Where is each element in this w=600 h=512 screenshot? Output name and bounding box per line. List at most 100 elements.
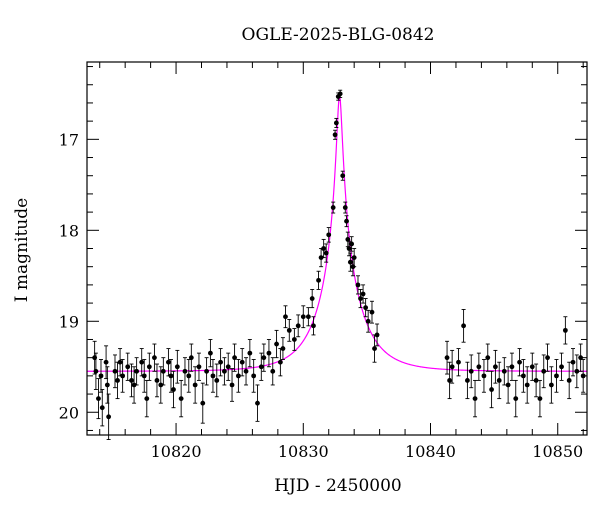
point-marker: [318, 255, 324, 260]
data-point: [129, 363, 134, 398]
data-point: [447, 361, 452, 400]
point-marker: [104, 382, 110, 388]
point-marker: [363, 305, 369, 311]
data-point: [134, 357, 140, 386]
data-point: [517, 348, 522, 377]
point-marker: [476, 364, 482, 370]
data-point: [104, 366, 110, 404]
data-point: [261, 343, 267, 372]
data-point: [243, 357, 249, 386]
model-layer: [87, 95, 588, 372]
data-point: [513, 379, 519, 418]
data-point: [222, 357, 227, 386]
point-marker: [374, 332, 380, 338]
data-point: [174, 349, 180, 384]
data-point: [141, 359, 147, 393]
point-marker: [96, 396, 101, 402]
point-marker: [182, 368, 188, 374]
point-marker: [447, 378, 452, 383]
data-point: [120, 359, 126, 393]
data-point: [485, 343, 491, 372]
data-point: [166, 348, 171, 377]
data-point: [266, 339, 272, 368]
plot-area: 10820 10830 10840 10850 17 18 19 20: [59, 61, 588, 461]
point-marker: [120, 373, 126, 379]
point-marker: [255, 400, 260, 406]
data-point: [258, 352, 264, 381]
data-point: [456, 348, 461, 377]
point-marker: [562, 327, 568, 333]
point-marker: [485, 355, 491, 361]
point-marker: [106, 414, 112, 420]
data-point: [291, 328, 297, 351]
point-marker: [545, 355, 550, 361]
point-marker: [316, 277, 321, 283]
data-point: [524, 366, 530, 404]
data-point: [444, 340, 450, 375]
data-point: [154, 363, 160, 398]
point-marker: [344, 218, 349, 224]
point-marker: [295, 323, 301, 329]
point-marker: [146, 364, 152, 370]
point-marker: [222, 368, 227, 374]
point-marker: [210, 373, 216, 379]
point-marker: [196, 364, 202, 370]
point-marker: [208, 350, 213, 356]
data-points: [92, 89, 586, 440]
data-point: [158, 366, 164, 404]
point-marker: [309, 296, 315, 301]
point-marker: [541, 368, 547, 374]
data-point: [509, 352, 515, 381]
data-point: [192, 366, 198, 404]
point-marker: [235, 373, 241, 379]
point-marker: [270, 368, 276, 374]
point-marker: [340, 173, 346, 179]
point-marker: [129, 378, 134, 383]
point-marker: [166, 359, 171, 365]
data-point: [520, 359, 526, 393]
point-marker: [274, 341, 279, 347]
data-point: [295, 314, 301, 338]
point-marker: [174, 364, 180, 370]
point-marker: [321, 246, 327, 251]
data-point: [340, 170, 346, 181]
point-marker: [258, 364, 264, 370]
data-point: [270, 357, 276, 386]
point-marker: [99, 405, 105, 411]
data-point: [505, 366, 511, 404]
data-point: [144, 379, 150, 418]
point-marker: [98, 373, 104, 379]
point-marker: [283, 314, 288, 320]
data-point: [559, 352, 564, 381]
data-point: [178, 379, 184, 418]
point-marker: [277, 359, 283, 365]
data-point: [152, 343, 157, 372]
data-point: [229, 368, 235, 402]
x-axis-label: HJD - 2450000: [274, 476, 402, 496]
point-marker: [468, 368, 474, 374]
point-marker: [337, 91, 343, 97]
point-marker: [529, 364, 535, 370]
data-point: [489, 370, 494, 409]
point-marker: [326, 232, 332, 238]
data-point: [98, 359, 104, 393]
point-marker: [347, 259, 353, 265]
data-point: [309, 288, 315, 309]
point-marker: [554, 373, 559, 379]
data-point: [342, 201, 348, 214]
data-point: [225, 352, 231, 381]
data-point: [247, 339, 253, 368]
data-point: [465, 361, 470, 400]
point-marker: [117, 359, 123, 365]
point-marker: [330, 205, 336, 210]
data-point: [492, 349, 498, 384]
data-point: [566, 361, 572, 400]
data-point: [305, 307, 311, 327]
point-marker: [358, 296, 363, 301]
data-point: [360, 284, 366, 304]
point-marker: [501, 368, 507, 374]
data-point: [372, 334, 377, 363]
point-marker: [204, 368, 209, 374]
point-marker: [349, 241, 355, 247]
data-point: [139, 348, 145, 377]
